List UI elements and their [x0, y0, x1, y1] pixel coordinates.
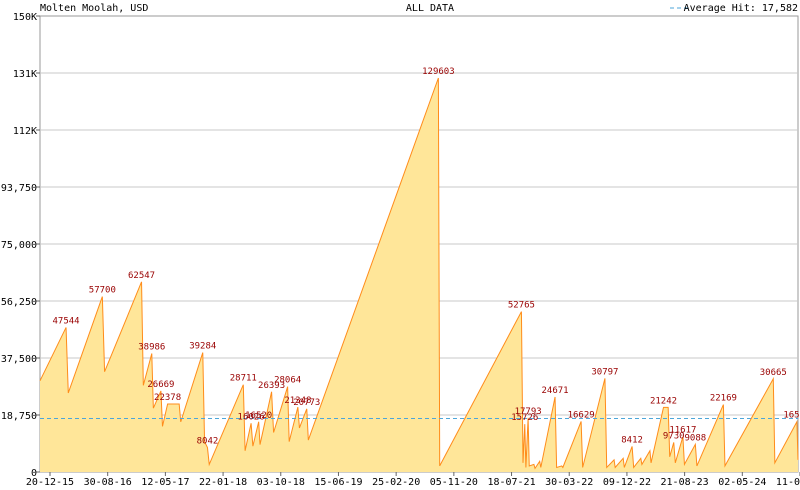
y-tick-label: 18,750 — [1, 411, 37, 422]
chart-title: ALL DATA — [406, 3, 454, 14]
x-tick-label: 09-12-22 — [603, 477, 651, 488]
data-label: 21242 — [650, 396, 677, 406]
data-label: 15726 — [511, 413, 538, 423]
x-tick-label: 12-05-17 — [141, 477, 189, 488]
data-label: 26393 — [258, 381, 285, 391]
y-tick-label: 75,000 — [1, 240, 37, 251]
y-tick-label: 112K — [13, 126, 37, 137]
data-label: 28064 — [274, 376, 301, 386]
y-tick-label: 150K — [13, 12, 37, 23]
data-label: 9730 — [663, 431, 685, 441]
data-label: 57700 — [89, 286, 116, 296]
y-axis: 0 18,750 37,500 56,250 75,000 93,750 112K 131K 1… — [1, 12, 40, 479]
y-tick-label: 0 — [31, 468, 37, 479]
x-tick-label: 25-02-20 — [372, 477, 420, 488]
data-label: 17793 — [515, 407, 542, 417]
data-label: 9088 — [685, 433, 707, 443]
data-label: 16533 — [783, 411, 800, 421]
y-tick-label: 131K — [13, 69, 37, 80]
y-tick-label: 93,750 — [1, 183, 37, 194]
x-tick-label: 15-06-19 — [314, 477, 362, 488]
data-label: 8042 — [197, 437, 219, 447]
x-tick-label: 11-01-25 — [776, 477, 800, 488]
data-label: 24671 — [542, 386, 569, 396]
y-tick-label: 56,250 — [1, 297, 37, 308]
x-tick-label: 20-12-15 — [26, 477, 74, 488]
x-tick-label: 30-08-16 — [84, 477, 132, 488]
x-tick-label: 22-01-18 — [199, 477, 247, 488]
data-label: 16520 — [245, 411, 272, 421]
chart-subtitle: Molten Moolah, USD — [40, 3, 148, 14]
x-tick-label: 05-11-20 — [430, 477, 478, 488]
data-label: 62547 — [128, 271, 155, 281]
x-tick-label: 30-03-22 — [545, 477, 593, 488]
x-axis: 20-12-15 30-08-16 12-05-17 22-01-18 03-10-18… — [26, 472, 800, 488]
data-label: 22169 — [710, 394, 737, 404]
area-layer — [39, 77, 799, 472]
data-label: 39284 — [189, 342, 216, 352]
data-label: 52765 — [508, 301, 535, 311]
x-tick-label: 02-05-24 — [718, 477, 766, 488]
data-label: 8412 — [621, 435, 643, 445]
x-tick-label: 03-10-18 — [257, 477, 305, 488]
data-label: 22378 — [154, 393, 181, 403]
data-labels: 47544 57700 62547 38986 26669 22378 39284 8042 2… — [53, 67, 800, 447]
legend-average-label: Average Hit: 17,582 — [684, 3, 798, 14]
data-label: 26669 — [147, 380, 174, 390]
y-tick-label: 37,500 — [1, 354, 37, 365]
data-label: 16629 — [568, 410, 595, 420]
data-label: 11617 — [669, 426, 696, 436]
data-label: 16026 — [238, 412, 265, 422]
data-label: 30797 — [591, 367, 618, 377]
x-tick-label: 18-07-21 — [487, 477, 535, 488]
series-area-fill — [40, 78, 798, 472]
data-label: 28711 — [230, 374, 257, 384]
data-label: 38986 — [138, 342, 165, 352]
data-label: 21348 — [284, 396, 311, 406]
data-label: 20773 — [293, 398, 320, 408]
data-label: 129603 — [422, 67, 455, 77]
data-label: 47544 — [53, 316, 80, 326]
series-line — [39, 77, 799, 470]
data-label: 30665 — [760, 368, 787, 378]
x-tick-label: 21-08-23 — [661, 477, 709, 488]
